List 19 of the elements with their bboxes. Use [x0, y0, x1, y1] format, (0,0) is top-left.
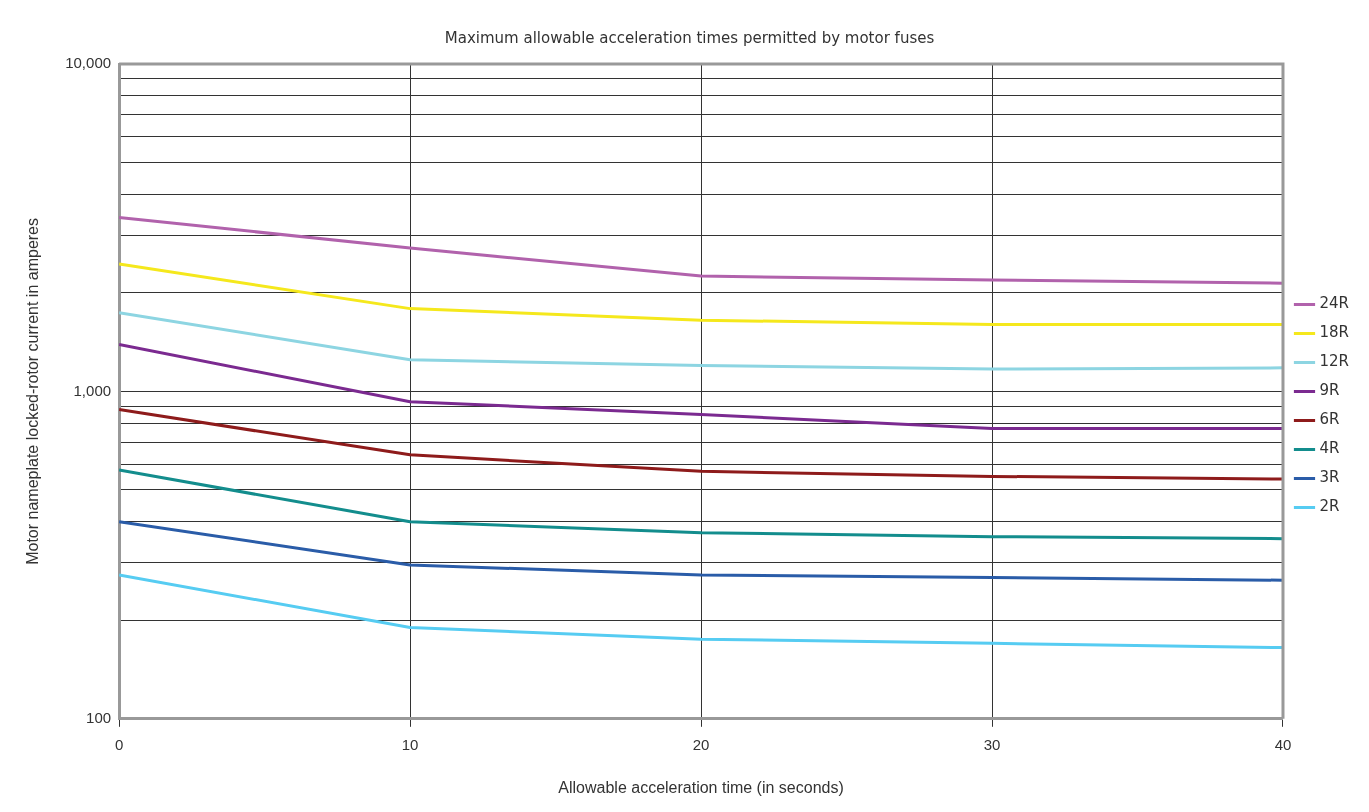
y-tick-label: 10,000 [65, 54, 112, 72]
y-axis-title: Motor nameplate locked-rotor current in amperes [24, 217, 42, 565]
legend-label: 24R [1319, 294, 1350, 313]
x-tick-label: 40 [1274, 735, 1292, 753]
y-tick-label: 1,000 [73, 381, 112, 399]
x-tick-label: 0 [114, 735, 124, 753]
legend-label: 12R [1319, 352, 1350, 371]
legend-label: 2R [1319, 497, 1340, 516]
x-tick-label: 10 [401, 735, 419, 753]
legend-label: 6R [1319, 410, 1340, 429]
chart-title: Maximum allowable acceleration times permitted by motor fuses [444, 28, 935, 47]
legend-label: 3R [1319, 468, 1340, 487]
y-tick-label: 100 [86, 708, 112, 726]
legend-label: 9R [1319, 381, 1340, 400]
x-tick-label: 30 [983, 735, 1001, 753]
x-tick-label: 20 [692, 735, 710, 753]
legend-label: 4R [1319, 439, 1340, 458]
legend-label: 18R [1319, 323, 1350, 342]
x-axis-title: Allowable acceleration time (in seconds) [558, 778, 844, 796]
